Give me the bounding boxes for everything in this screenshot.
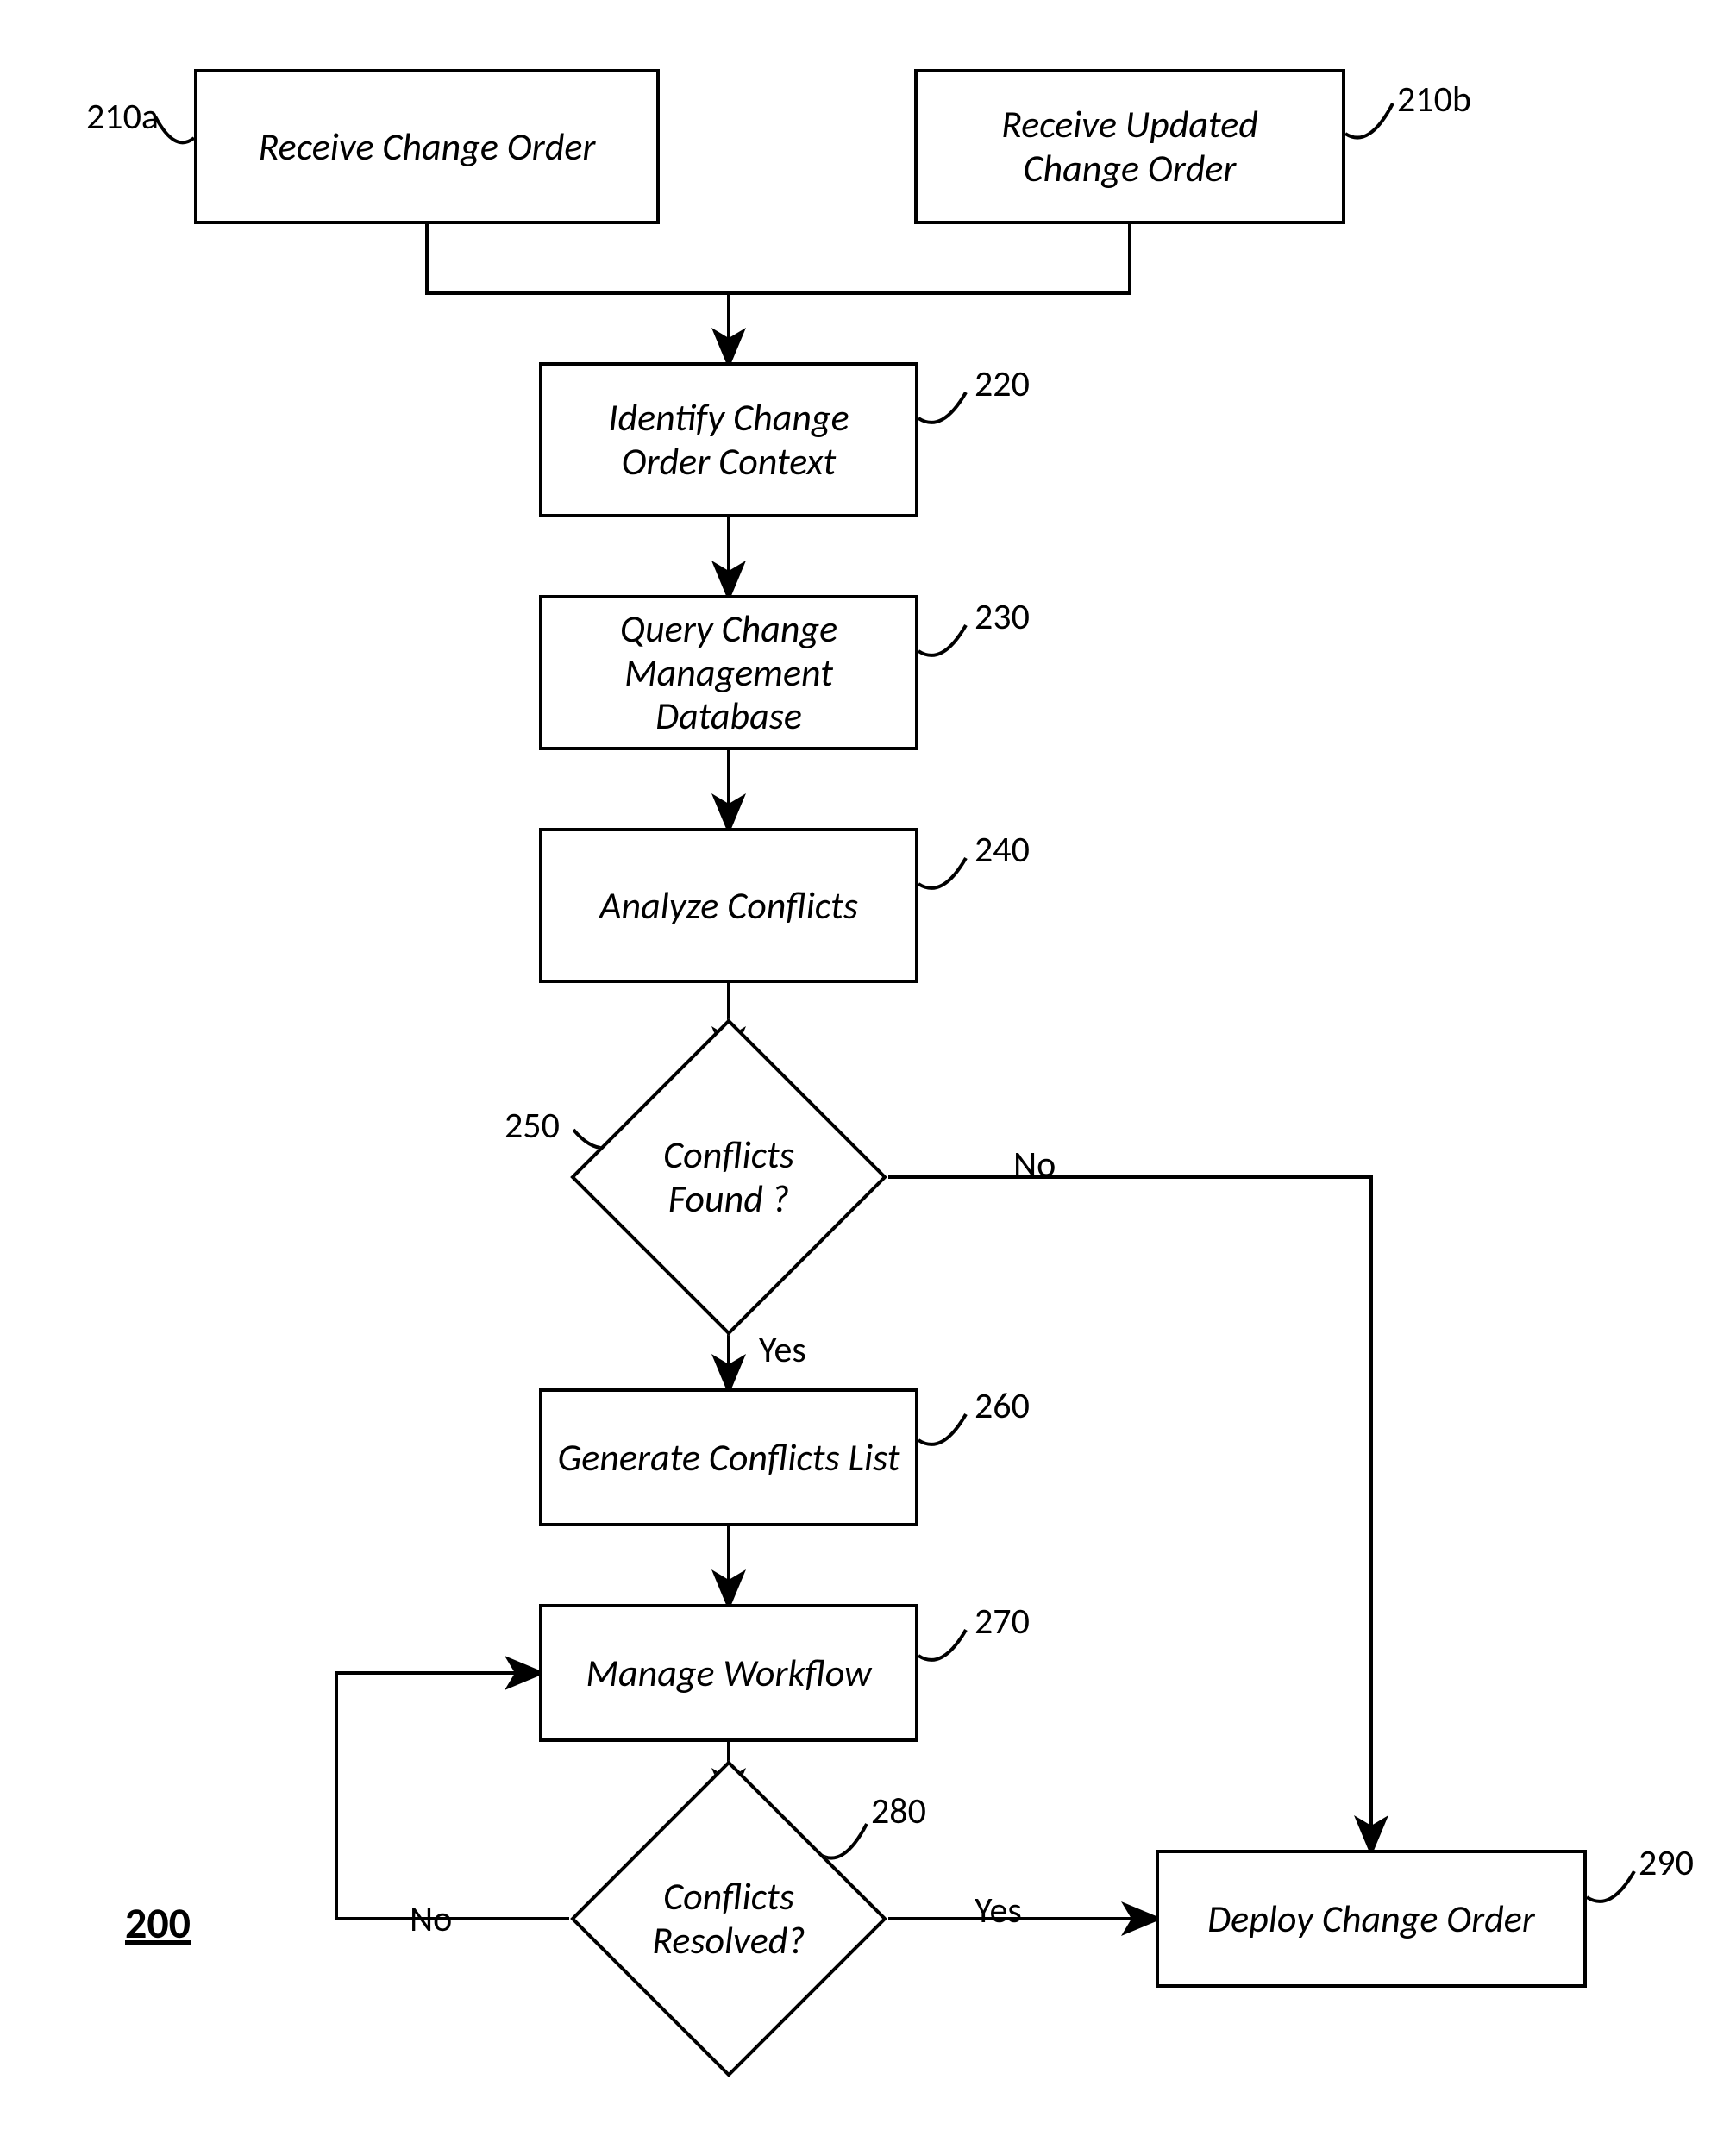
flow-node-n290: Deploy Change Order <box>1156 1850 1587 1988</box>
flow-diamond-n280 <box>570 1760 887 2077</box>
flow-node-n230: Query ChangeManagement Database <box>539 595 918 750</box>
edge-label-no1: No <box>1013 1143 1056 1187</box>
ref-label-l230: 230 <box>975 595 1030 639</box>
flow-node-n240: Analyze Conflicts <box>539 828 918 983</box>
ref-label-l260: 260 <box>975 1384 1030 1428</box>
ref-label-l250: 250 <box>505 1104 560 1148</box>
ref-label-l280: 280 <box>871 1789 926 1833</box>
ref-label-l210a: 210a <box>86 95 159 139</box>
flow-node-n210b: Receive UpdatedChange Order <box>914 69 1345 224</box>
ref-label-l270: 270 <box>975 1600 1030 1644</box>
flow-node-n270: Manage Workflow <box>539 1604 918 1742</box>
ref-label-l240: 240 <box>975 828 1030 872</box>
edge-label-yes1: Yes <box>759 1328 806 1372</box>
flowchart-canvas: Receive Change Order Receive UpdatedChang… <box>0 0 1736 2130</box>
flow-node-n220: Identify ChangeOrder Context <box>539 362 918 517</box>
figure-number: 200 <box>125 1897 191 1950</box>
ref-label-l210b: 210b <box>1397 78 1471 122</box>
flow-diamond-n250 <box>570 1018 887 1336</box>
connectors-svg <box>0 0 1736 2130</box>
flow-node-n210a: Receive Change Order <box>194 69 660 224</box>
ref-label-l220: 220 <box>975 362 1030 406</box>
edge-label-no2: No <box>410 1897 452 1941</box>
edge-label-yes2: Yes <box>975 1889 1022 1933</box>
flow-node-n260: Generate Conflicts List <box>539 1388 918 1526</box>
ref-label-l290: 290 <box>1639 1841 1694 1885</box>
